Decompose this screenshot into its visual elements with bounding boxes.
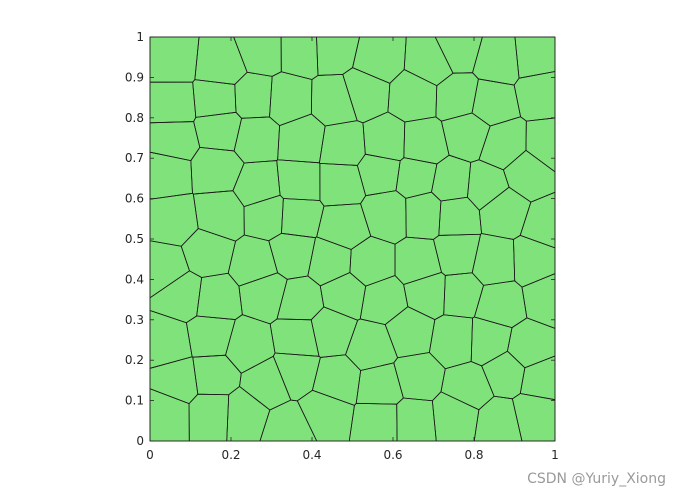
y-tick-label: 0.4 — [125, 272, 144, 286]
y-tick-label: 0.8 — [125, 111, 144, 125]
y-tick-label: 0.6 — [125, 192, 144, 206]
y-tick-label: 0.3 — [125, 313, 144, 327]
y-tick-label: 1 — [136, 30, 144, 44]
x-tick-label: 0.4 — [302, 448, 321, 462]
y-tick-label: 0.2 — [125, 353, 144, 367]
y-tick-label: 0.1 — [125, 394, 144, 408]
x-tick-label: 0 — [146, 448, 154, 462]
watermark-text: CSDN @Yuriy_Xiong — [527, 471, 666, 487]
x-tick-label: 0.8 — [464, 448, 483, 462]
y-tick-label: 0 — [136, 434, 144, 448]
x-tick-label: 0.6 — [383, 448, 402, 462]
mesh-domain-fill — [150, 37, 555, 441]
axes: 0 0.2 0.4 0.6 0.8 1 0 0.1 0.2 0.3 0.4 0.5 0.6 0.7 0.8 0… — [125, 30, 559, 462]
y-tick-label: 0.5 — [125, 232, 144, 246]
y-tick-label: 0.7 — [125, 151, 144, 165]
x-tick-label: 1 — [551, 448, 559, 462]
domain-fill — [150, 37, 555, 441]
x-tick-label: 0.2 — [221, 448, 240, 462]
y-tick-label: 0.9 — [125, 70, 144, 84]
